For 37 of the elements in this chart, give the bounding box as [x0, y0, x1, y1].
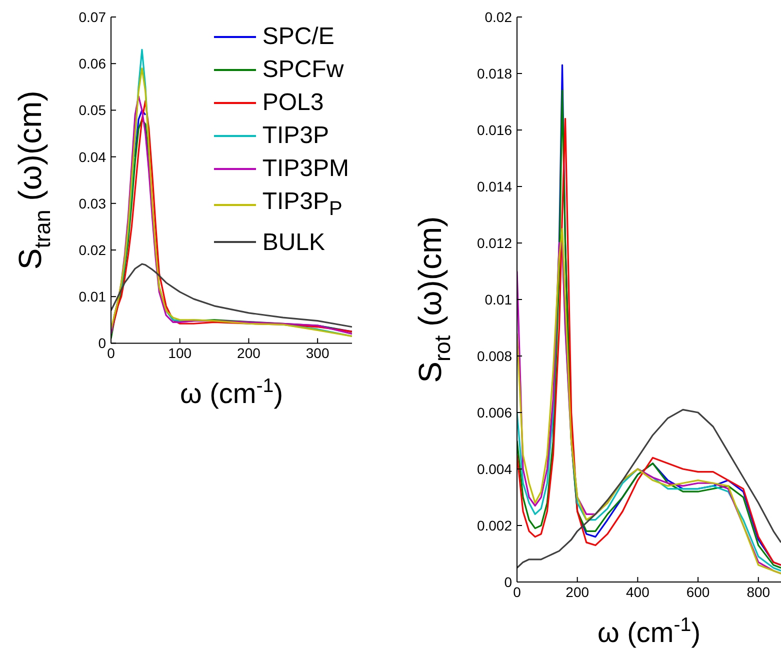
legend-label: BULK — [262, 228, 326, 258]
y-tick-label: 0.02 — [78, 242, 106, 258]
y-tick-label: 0.01 — [484, 291, 512, 308]
y-tick-label: 0 — [504, 574, 512, 590]
x-tick-label: 200 — [237, 345, 261, 362]
y-tick-label: 0.03 — [78, 195, 106, 212]
line-series — [517, 408, 781, 569]
y-tick-label: 0.014 — [476, 178, 512, 194]
x-tick-label: 400 — [626, 584, 650, 600]
y-tick-label: 0.01 — [78, 288, 106, 305]
legend-label: TIP3P$_{P}$ — [262, 187, 342, 222]
line-series — [111, 263, 352, 328]
y-tick-label: 0.07 — [78, 8, 106, 25]
y-tick-label: 0.04 — [78, 148, 106, 165]
x-tick-label: 200 — [566, 584, 590, 600]
y-tick-label: 0.008 — [476, 348, 512, 364]
y-tick-label: 0.002 — [476, 517, 512, 534]
legend-label: SPC/E — [262, 22, 334, 52]
y-tick-label: 0.006 — [476, 404, 512, 420]
x-axis-title: ω (cm$^{-1}$) — [180, 375, 284, 410]
legend-label: POL3 — [262, 88, 324, 118]
y-tick-label: 0.02 — [484, 8, 512, 25]
x-tick-label: 600 — [686, 584, 710, 600]
legend-label: TIP3P — [262, 121, 330, 151]
y-tick-label: 0.06 — [78, 56, 106, 72]
x-axis-title: ω (cm$^{-1}$) — [597, 614, 701, 648]
y-tick-label: 0.016 — [476, 122, 512, 138]
legend-label: SPCFw — [262, 55, 344, 85]
y-tick-label: 0.018 — [476, 65, 512, 82]
y-tick-label: 0.05 — [78, 102, 106, 118]
x-tick-label: 300 — [306, 345, 330, 362]
legend-label: TIP3PM — [262, 154, 349, 184]
x-tick-label: 800 — [746, 584, 770, 600]
x-tick-label: 100 — [168, 345, 192, 362]
y-tick-label: 0.004 — [476, 460, 512, 477]
y-tick-label: 0 — [98, 335, 106, 352]
y-tick-label: 0.012 — [476, 234, 512, 251]
